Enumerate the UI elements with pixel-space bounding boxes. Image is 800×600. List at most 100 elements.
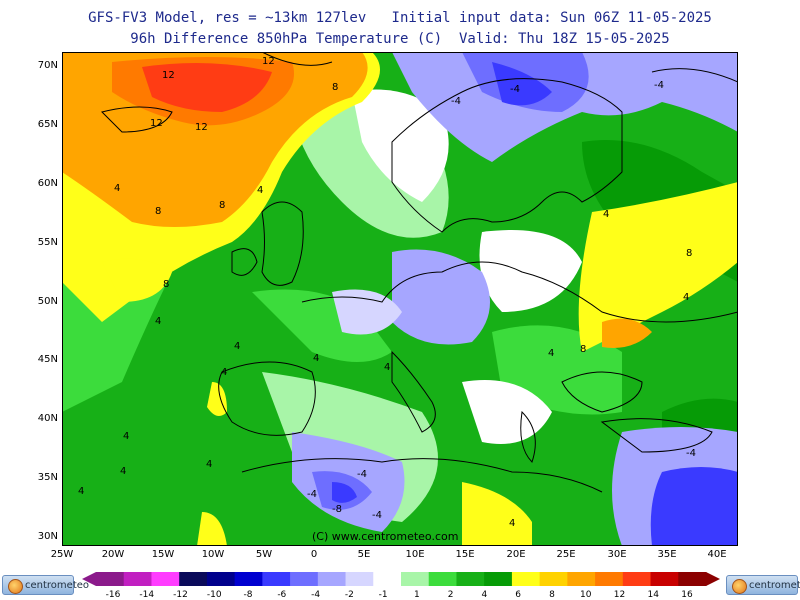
color-scale-label: 1: [414, 590, 420, 600]
color-scale-bar: [82, 572, 720, 586]
lon-label: 20E: [506, 549, 526, 560]
color-scale-label: 8: [549, 590, 555, 600]
contour-label: -4: [307, 489, 317, 500]
title-line-2: 96h Difference 850hPa Temperature (C) Va…: [130, 31, 670, 47]
color-scale-label: -4: [311, 590, 321, 600]
color-scale-swatch: [206, 572, 236, 586]
color-scale-label: 4: [481, 590, 488, 600]
lon-label: 5E: [357, 549, 371, 560]
warm-zone-orange: [602, 318, 652, 348]
lat-label: 70N: [37, 60, 58, 71]
blue-zone: [392, 249, 490, 345]
blue-zone: [332, 289, 402, 335]
contour-label: 4: [114, 183, 120, 194]
warm-zone-yellow: [197, 512, 227, 546]
contour-label: 4: [234, 341, 240, 352]
warm-zone-yellow: [207, 382, 227, 416]
contour-label: 4: [120, 466, 126, 477]
coastline-scandinavia: [391, 78, 623, 233]
lon-label: 30E: [607, 549, 627, 560]
color-scale-swatch: [650, 572, 679, 586]
color-scale-swatch: [678, 572, 707, 586]
contour-label: 12: [195, 122, 208, 133]
coastline-iberia: [218, 361, 316, 436]
contour-label: 8: [686, 248, 692, 259]
lat-label: 55N: [37, 237, 58, 248]
contour-label: 4: [548, 348, 554, 359]
contour-label: -4: [510, 84, 520, 95]
logo-text: centrometeo: [25, 580, 90, 591]
color-scale-swatch: [151, 572, 180, 586]
blue-zone: [332, 482, 357, 503]
contour-label: 4: [206, 459, 212, 470]
blue-zone: [492, 62, 552, 106]
coastline-turkey: [600, 418, 713, 453]
lon-label: 10W: [201, 549, 225, 560]
contour-label: 4: [123, 431, 129, 442]
contour-label: 12: [262, 56, 275, 67]
white-zone: [352, 89, 449, 202]
map-frame: [62, 52, 738, 546]
color-scale-arrow-right: [706, 572, 720, 586]
coastline-british-isles: [231, 201, 304, 286]
color-scale-swatch: [401, 572, 430, 586]
lon-label: 5W: [255, 549, 273, 560]
lon-label: 25E: [556, 549, 576, 560]
lon-label: 25W: [50, 549, 74, 560]
coastline-greenland: [261, 52, 333, 66]
color-scale-arrow-left: [82, 572, 96, 586]
color-scale-label: 12: [613, 590, 626, 600]
lat-label: 60N: [37, 178, 58, 189]
coastline-north-africa: [241, 458, 603, 493]
color-scale-swatch: [595, 572, 624, 586]
contour-label: 8: [163, 279, 169, 290]
lat-label: 45N: [37, 354, 58, 365]
color-scale-swatch: [428, 572, 457, 586]
color-scale-swatch: [96, 572, 125, 586]
sun-logo-icon: [8, 579, 23, 594]
contour-label: 4: [155, 316, 161, 327]
color-scale-swatch: [345, 572, 374, 586]
color-scale-label: -16: [105, 590, 121, 600]
contour-label: -8: [332, 504, 342, 515]
coastline-italy: [391, 350, 436, 433]
contour-labels: 12 12 12 12 8 8 8 8 8 8 4 4 4 4 4 4 4 4 …: [78, 56, 696, 529]
color-scale-swatch: [539, 572, 568, 586]
color-scale-swatch: [373, 572, 402, 586]
contour-label: 4: [509, 518, 515, 529]
contour-label: 4: [78, 486, 84, 497]
color-scale-swatch: [622, 572, 652, 586]
watermark: (C) www.centrometeo.com: [312, 530, 458, 543]
warm-zone-yellow: [102, 258, 172, 302]
blue-zone: [650, 467, 738, 546]
warm-zone-red: [142, 63, 272, 112]
lon-label: 0: [310, 549, 318, 560]
logo-text: centrometeo: [749, 580, 800, 591]
coastline-norway: [651, 68, 738, 83]
contour-label: 4: [257, 185, 263, 196]
color-scale-swatch: [511, 572, 541, 586]
coastline-greece: [520, 410, 536, 463]
color-scale-swatch: [262, 572, 291, 586]
lon-label: 20W: [101, 549, 125, 560]
contour-label: -4: [372, 510, 382, 521]
lat-label: 30N: [37, 531, 58, 542]
color-scale-label: -14: [139, 590, 155, 600]
centrometeo-logo: centrometeo: [2, 575, 89, 595]
color-scale-label: 2: [447, 590, 454, 600]
contour-label: 8: [580, 344, 586, 355]
lon-label: 15W: [151, 549, 175, 560]
contour-label: 8: [332, 82, 338, 93]
temperature-difference-map: 12 12 12 12 8 8 8 8 8 8 4 4 4 4 4 4 4 4 …: [62, 52, 738, 546]
lat-label: 50N: [37, 296, 58, 307]
sun-logo-icon: [732, 579, 747, 594]
contour-label: 4: [313, 353, 319, 364]
lon-label: 15E: [455, 549, 475, 560]
color-scale-label: -12: [173, 590, 188, 600]
white-zone: [462, 380, 552, 444]
contour-label: 4: [384, 362, 390, 373]
lon-label: 35E: [657, 549, 677, 560]
lon-label: 10E: [405, 549, 425, 560]
coastline-continent: [301, 261, 738, 323]
contour-label: -4: [451, 96, 461, 107]
